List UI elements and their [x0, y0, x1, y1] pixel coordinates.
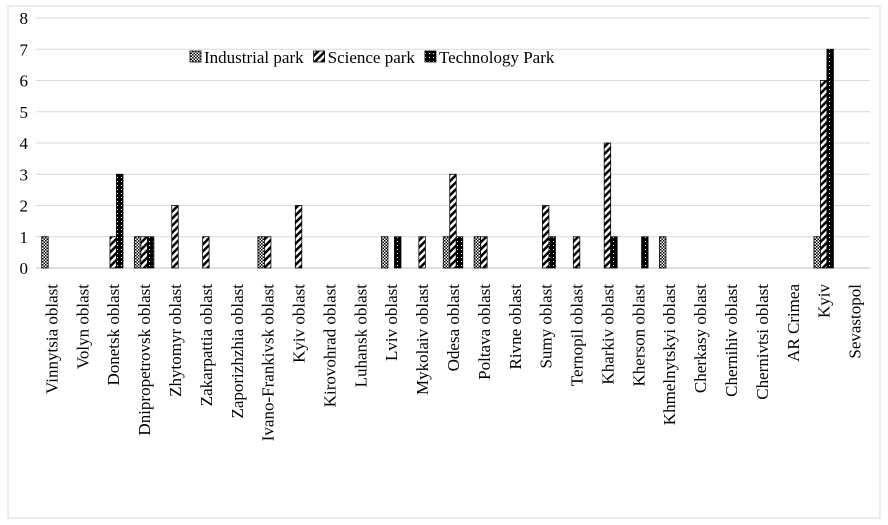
bar — [116, 173, 124, 269]
x-tick-label: Volyn oblast — [73, 284, 92, 369]
legend-swatch — [424, 50, 437, 63]
legend-label: Technology Park — [439, 48, 555, 67]
x-tick-label: Kirovohrad oblast — [320, 284, 339, 408]
bar — [455, 236, 464, 269]
legend-label: Industrial park — [204, 48, 304, 67]
x-tick-label: Donetsk oblast — [104, 284, 123, 386]
x-tick-label: Luhansk oblast — [351, 284, 370, 388]
bar — [641, 236, 649, 269]
bar — [473, 236, 482, 269]
y-tick-label: 3 — [20, 165, 29, 184]
y-tick-label: 4 — [20, 134, 29, 153]
x-tick-label: Lviv oblast — [382, 284, 401, 361]
bar — [548, 236, 556, 269]
bar — [202, 236, 210, 269]
x-tick-label: Zakarpattia oblast — [197, 284, 216, 407]
y-tick-label: 2 — [20, 197, 29, 216]
legend-label: Science park — [328, 48, 416, 67]
y-tick-label: 1 — [20, 228, 29, 247]
x-tick-label: Mykolaiv oblast — [413, 284, 432, 395]
x-tick-label: Sumy oblast — [537, 284, 556, 369]
x-tick-label: Sevastopol — [846, 284, 865, 359]
x-tick-label: Dnipropetrovsk oblast — [135, 284, 154, 436]
legend-swatch — [189, 50, 202, 63]
bar — [418, 236, 426, 269]
bar — [659, 236, 667, 269]
bar — [826, 48, 834, 269]
x-tick-label: Ivano-Frankivsk oblast — [259, 284, 278, 442]
bar — [381, 236, 389, 269]
bar — [171, 205, 179, 269]
x-tick-label: AR Crimea — [784, 284, 803, 362]
y-tick-label: 5 — [20, 103, 29, 122]
y-tick-label: 7 — [20, 40, 29, 59]
bar — [257, 236, 265, 269]
x-tick-label: Zaporizhzhia oblast — [228, 284, 247, 419]
y-tick-label: 8 — [20, 9, 29, 28]
x-tick-label: Zhytomyr oblast — [166, 284, 185, 397]
x-tick-label: Poltava oblast — [475, 284, 494, 380]
bar — [603, 142, 612, 269]
x-tick-label: Kyiv — [815, 284, 834, 319]
y-tick-label: 0 — [20, 259, 29, 278]
bar — [146, 236, 155, 269]
bar — [813, 236, 821, 269]
bar — [264, 236, 272, 269]
bar — [41, 236, 49, 269]
x-tick-label: Chernihiv oblast — [722, 284, 741, 397]
bar — [109, 236, 117, 269]
bar — [542, 205, 550, 269]
bar — [140, 236, 148, 269]
legend-swatch — [313, 50, 326, 63]
x-tick-label: Vinnytsia oblast — [42, 284, 61, 394]
bar — [820, 80, 828, 269]
x-tick-label: Odesa oblast — [444, 284, 463, 372]
bar — [610, 236, 618, 269]
x-tick-label: Kharkiv oblast — [598, 284, 617, 385]
bar — [572, 236, 581, 269]
bar — [294, 205, 303, 269]
bar — [394, 236, 402, 269]
y-tick-label: 6 — [20, 72, 29, 91]
x-tick-label: Khmelnytskyi oblast — [660, 284, 679, 425]
x-tick-label: Kyiv oblast — [290, 284, 309, 363]
x-tick-label: Kherson oblast — [629, 284, 648, 387]
bar — [480, 236, 488, 269]
bar — [442, 236, 451, 269]
bar — [133, 236, 142, 269]
x-tick-label: Cherkasy oblast — [691, 284, 710, 393]
x-tick-label: Chernivtsi oblast — [753, 284, 772, 400]
bar — [449, 173, 457, 269]
x-tick-label: Ternopil oblast — [568, 284, 587, 386]
x-tick-label: Rivne oblast — [506, 284, 525, 370]
